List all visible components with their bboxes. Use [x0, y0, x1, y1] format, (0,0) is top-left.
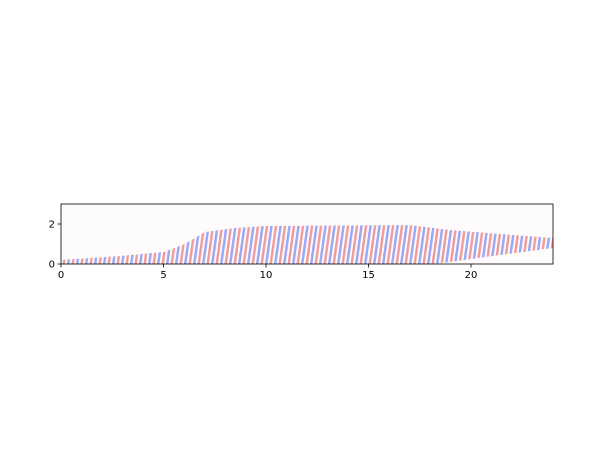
x-tick-label: 15	[362, 270, 375, 281]
axes-frame	[60, 203, 554, 265]
y-tick-label: 0	[49, 260, 55, 271]
x-tick-label: 10	[260, 270, 273, 281]
x-tick-label: 5	[160, 270, 166, 281]
axes: 0 5 10 15 20 0 2	[49, 220, 478, 282]
y-tick-label: 2	[49, 220, 55, 231]
x-tick-label: 20	[465, 270, 478, 281]
x-tick-label: 0	[58, 270, 64, 281]
